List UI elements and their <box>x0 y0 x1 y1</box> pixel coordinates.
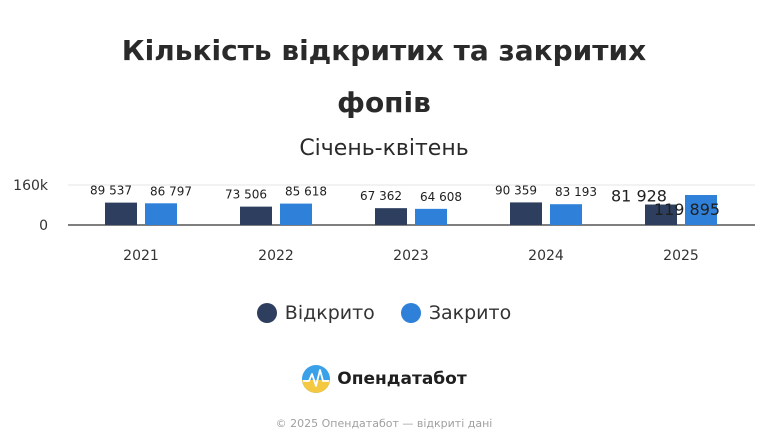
legend-label-closed: Закрито <box>428 302 512 324</box>
data-label-closed-2021: 86 797 <box>150 184 192 198</box>
bar-closed-2023 <box>415 208 447 225</box>
bar-opened-2022 <box>240 206 272 225</box>
x-tick-label-2021: 2021 <box>123 248 159 264</box>
bar-opened-2024 <box>510 202 542 225</box>
data-label-opened-2024: 90 359 <box>495 183 537 197</box>
data-label-closed-2025: 119 895 <box>654 200 720 219</box>
brand-logo[interactable]: Опендатабот <box>0 364 768 394</box>
x-tick-label-2023: 2023 <box>393 248 429 264</box>
chart-title-line-2: фопів <box>337 86 431 119</box>
brand-name: Опендатабот <box>337 369 467 389</box>
y-tick-label-0: 0 <box>39 218 48 234</box>
data-label-closed-2022: 85 618 <box>285 185 327 199</box>
bar-closed-2022 <box>280 203 312 225</box>
bar-opened-2025 <box>645 204 677 225</box>
x-tick-label-2022: 2022 <box>258 248 294 264</box>
legend-dot-opened <box>256 303 277 323</box>
x-tick-label-2025: 2025 <box>663 248 699 264</box>
bar-closed-2025 <box>685 195 717 225</box>
chart-subtitle: Січень-квітень <box>299 136 469 161</box>
chart-title-line-1: Кількість відкритих та закритих <box>121 34 647 67</box>
bar-chart: 0 160k 89 537 86 797 2021 73 506 85 618 2022 67 … <box>13 178 755 264</box>
chart-legend: Відкрито Закрито <box>0 302 768 324</box>
legend-label-opened: Відкрито <box>284 302 375 324</box>
footer-copyright: © 2025 Опендатабот — відкриті дані <box>275 417 493 430</box>
data-label-opened-2025: 81 928 <box>611 187 667 206</box>
x-tick-label-2024: 2024 <box>528 248 564 264</box>
opendatabot-logo-icon <box>302 365 331 393</box>
legend-item-opened[interactable]: Відкрито <box>256 302 375 324</box>
bar-closed-2024 <box>550 204 582 225</box>
data-label-opened-2023: 67 362 <box>360 189 402 203</box>
bar-opened-2021 <box>105 202 137 225</box>
data-label-opened-2021: 89 537 <box>90 184 132 198</box>
data-label-closed-2024: 83 193 <box>555 185 597 199</box>
data-label-closed-2023: 64 608 <box>420 190 462 204</box>
legend-item-closed[interactable]: Закрито <box>400 302 512 324</box>
data-label-opened-2022: 73 506 <box>225 188 267 202</box>
bar-opened-2023 <box>375 208 407 225</box>
y-tick-label-1: 160k <box>13 178 49 194</box>
legend-dot-closed <box>400 303 421 323</box>
bar-closed-2021 <box>145 203 177 225</box>
